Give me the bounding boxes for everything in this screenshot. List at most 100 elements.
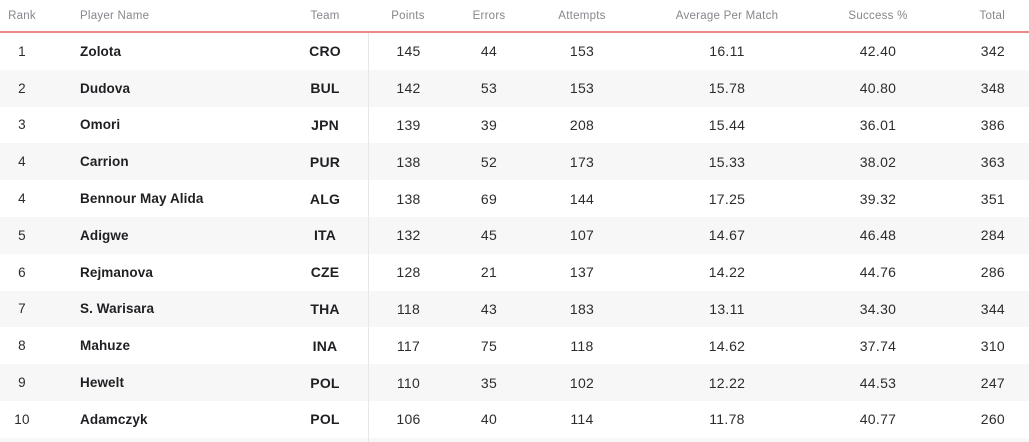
team-code-cell: THA: [310, 300, 340, 317]
table-row-partial: [0, 437, 1029, 442]
column-header-errors[interactable]: Errors: [472, 9, 506, 22]
total-cell: 351: [980, 190, 1005, 207]
errors-cell: 53: [480, 80, 498, 97]
rank-cell: 4: [18, 191, 26, 207]
points-cell: [368, 437, 448, 442]
avg-per-match-cell: 15.33: [708, 153, 746, 170]
avg-per-match-cell: 14.22: [708, 264, 746, 281]
table-row[interactable]: 5 Adigwe ITA 132 45 107 14.67 46.48 284: [0, 216, 1029, 254]
table-row[interactable]: 4 Carrion PUR 138 52 173 15.33 38.02 363: [0, 143, 1029, 181]
table-row[interactable]: 4 Bennour May Alida ALG 138 69 144 17.25…: [0, 180, 1029, 217]
rank-cell: 5: [18, 227, 26, 243]
errors-cell: 43: [480, 300, 498, 317]
column-header-average-per-match[interactable]: Average Per Match: [675, 9, 779, 22]
avg-per-match-cell: 15.44: [708, 116, 746, 133]
column-header-total[interactable]: Total: [979, 9, 1005, 22]
rank-cell: 9: [18, 375, 26, 391]
success-pct-cell: 39.32: [859, 190, 897, 207]
errors-cell: 39: [480, 116, 498, 133]
total-cell: 247: [980, 374, 1005, 391]
team-code-cell: ALG: [309, 190, 341, 207]
total-cell: [936, 438, 1029, 442]
rank-cell: 1: [18, 43, 26, 59]
player-name-cell: Mahuze: [80, 338, 131, 354]
rank-cell: [0, 438, 44, 442]
attempts-cell: 153: [569, 43, 595, 60]
points-cell: 128: [368, 253, 448, 291]
table-header-row: Rank Player Name Team Points Errors Atte…: [0, 0, 1029, 33]
table-row[interactable]: 6 Rejmanova CZE 128 21 137 14.22 44.76 2…: [0, 253, 1029, 291]
team-code-cell: PUR: [309, 153, 341, 170]
team-code-cell: [282, 438, 368, 442]
player-name-cell: Adigwe: [80, 227, 129, 243]
total-cell: 363: [980, 153, 1005, 170]
column-header-success-pct[interactable]: Success %: [848, 9, 908, 22]
total-cell: 284: [980, 227, 1005, 244]
points-cell: 117: [368, 327, 448, 365]
team-code-cell: CZE: [310, 264, 340, 281]
player-name-cell: Omori: [80, 117, 121, 133]
table-row[interactable]: 10 Adamczyk POL 106 40 114 11.78 40.77 2…: [0, 400, 1029, 438]
points-cell: 139: [368, 106, 448, 144]
rank-cell: 8: [18, 338, 26, 354]
success-pct-cell: 36.01: [859, 116, 897, 133]
avg-per-match-cell: 14.62: [708, 337, 746, 354]
column-header-points[interactable]: Points: [391, 9, 425, 22]
player-name-cell: Rejmanova: [80, 264, 153, 280]
points-cell: 142: [368, 69, 448, 107]
errors-cell: 21: [480, 264, 498, 281]
column-header-rank[interactable]: Rank: [8, 9, 36, 22]
player-name-cell: Dudova: [80, 80, 131, 96]
errors-cell: 52: [480, 153, 498, 170]
total-cell: 386: [980, 116, 1005, 133]
attempts-cell: 208: [569, 116, 595, 133]
player-name-cell: Hewelt: [80, 375, 125, 391]
table-row[interactable]: 2 Dudova BUL 142 53 153 15.78 40.80 348: [0, 69, 1029, 107]
total-cell: 286: [980, 264, 1005, 281]
table-row[interactable]: 1 Zolota CRO 145 44 153 16.11 42.40 342: [0, 33, 1029, 70]
success-pct-cell: 44.53: [859, 374, 897, 391]
errors-cell: 35: [480, 374, 498, 391]
points-cell: 145: [368, 33, 448, 70]
points-cell: 118: [368, 290, 448, 328]
success-pct-cell: 38.02: [859, 153, 897, 170]
errors-cell: 75: [480, 337, 498, 354]
errors-cell: 45: [480, 227, 498, 244]
points-cell: 138: [368, 180, 448, 217]
player-name-cell: Bennour May Alida: [80, 191, 204, 207]
table-row[interactable]: 7 S. Warisara THA 118 43 183 13.11 34.30…: [0, 290, 1029, 328]
points-cell: 132: [368, 216, 448, 254]
team-code-cell: CRO: [309, 43, 341, 60]
table-row[interactable]: 3 Omori JPN 139 39 208 15.44 36.01 386: [0, 106, 1029, 144]
column-header-player-name[interactable]: Player Name: [80, 9, 150, 22]
total-cell: 344: [980, 300, 1005, 317]
table-row[interactable]: 9 Hewelt POL 110 35 102 12.22 44.53 247: [0, 364, 1029, 401]
attempts-cell: 107: [569, 227, 595, 244]
table-row[interactable]: 8 Mahuze INA 117 75 118 14.62 37.74 310: [0, 327, 1029, 365]
column-header-attempts[interactable]: Attempts: [558, 9, 606, 22]
attempts-cell: 118: [570, 337, 594, 354]
rank-cell: 2: [18, 80, 26, 96]
avg-per-match-cell: 14.67: [708, 227, 746, 244]
success-pct-cell: 34.30: [859, 300, 897, 317]
total-cell: 342: [980, 43, 1005, 60]
rank-cell: 7: [18, 301, 26, 317]
team-code-cell: JPN: [311, 116, 339, 133]
success-pct-cell: 42.40: [859, 43, 897, 60]
player-name-cell: S. Warisara: [80, 301, 155, 317]
column-header-team[interactable]: Team: [310, 9, 340, 22]
avg-per-match-cell: [634, 438, 820, 442]
avg-per-match-cell: 11.78: [709, 411, 745, 428]
team-code-cell: INA: [312, 337, 338, 354]
total-cell: 260: [980, 411, 1005, 428]
attempts-cell: 183: [569, 300, 595, 317]
team-code-cell: POL: [310, 411, 340, 428]
attempts-cell: 173: [569, 153, 595, 170]
success-pct-cell: 46.48: [859, 227, 897, 244]
errors-cell: [448, 438, 530, 442]
points-cell: 138: [368, 143, 448, 181]
player-name-cell: [44, 438, 282, 442]
success-pct-cell: 40.80: [859, 80, 897, 97]
table-body: 1 Zolota CRO 145 44 153 16.11 42.40 3 4 2 …: [0, 33, 1029, 442]
